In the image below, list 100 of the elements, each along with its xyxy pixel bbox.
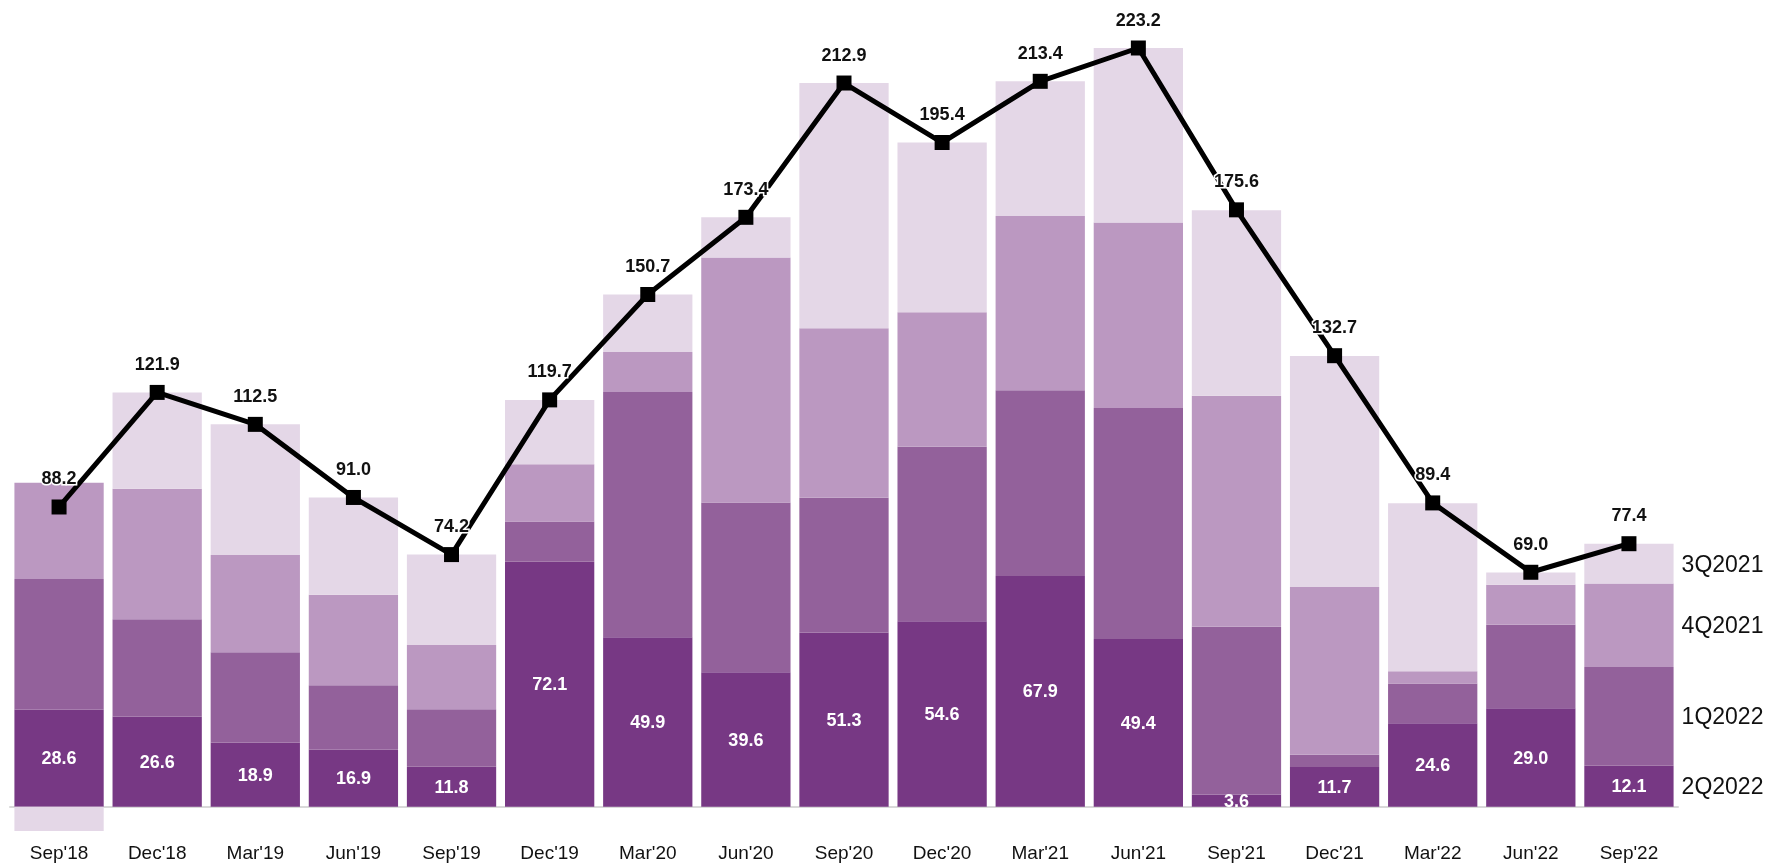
data-label: 67.9 bbox=[1022, 681, 1058, 702]
bar bbox=[1191, 626, 1282, 795]
bar bbox=[1388, 683, 1478, 724]
x-tick-label: Jun'19 bbox=[325, 842, 382, 863]
bar bbox=[701, 672, 791, 807]
data-label: 24.6 bbox=[1415, 755, 1451, 776]
bar bbox=[701, 502, 791, 673]
x-tick-label: Sep'20 bbox=[814, 842, 874, 863]
point bbox=[1425, 495, 1441, 511]
data-label: 28.6 bbox=[41, 748, 77, 769]
bar bbox=[1191, 210, 1282, 396]
series-label: 3Q2021 bbox=[1681, 550, 1764, 577]
bar bbox=[406, 554, 497, 646]
bar bbox=[308, 685, 399, 750]
data-label: 77.4 bbox=[1611, 505, 1647, 526]
point bbox=[1228, 202, 1244, 218]
x-tick-label: Sep'19 bbox=[422, 842, 481, 863]
bar bbox=[799, 632, 889, 807]
bar bbox=[1584, 765, 1674, 807]
data-label: 150.7 bbox=[625, 255, 671, 276]
bar bbox=[112, 392, 202, 489]
x-tick-label: Sep'18 bbox=[29, 842, 89, 863]
bar bbox=[505, 561, 595, 807]
data-label: 39.6 bbox=[728, 729, 764, 750]
bar bbox=[210, 652, 300, 743]
x-tick-label: Jun'20 bbox=[718, 842, 774, 863]
data-label: 89.4 bbox=[1415, 464, 1451, 485]
bar bbox=[1486, 584, 1576, 625]
data-label: 54.6 bbox=[924, 704, 960, 725]
bar bbox=[799, 328, 889, 498]
bar bbox=[505, 399, 595, 465]
bar bbox=[1486, 708, 1576, 807]
bar bbox=[897, 446, 987, 622]
bar bbox=[112, 619, 202, 717]
x-tick-label: Mar'22 bbox=[1403, 842, 1462, 863]
bar bbox=[308, 497, 399, 595]
point bbox=[934, 135, 950, 151]
point bbox=[1523, 564, 1539, 580]
bar bbox=[210, 554, 300, 653]
bar bbox=[897, 312, 987, 447]
bar bbox=[1093, 48, 1183, 223]
point bbox=[345, 489, 361, 505]
x-tick-label: Jun'22 bbox=[1503, 842, 1559, 863]
bar bbox=[897, 142, 987, 313]
data-label: 72.1 bbox=[532, 674, 568, 695]
bar bbox=[1388, 723, 1478, 807]
point bbox=[1327, 348, 1343, 364]
series-label: 1Q2022 bbox=[1681, 703, 1764, 730]
bar bbox=[603, 392, 693, 638]
data-label: 49.9 bbox=[630, 712, 666, 733]
data-label: 12.1 bbox=[1611, 776, 1647, 797]
bar bbox=[1486, 624, 1576, 709]
bar bbox=[995, 215, 1085, 391]
x-tick-label: Mar'21 bbox=[1011, 842, 1069, 863]
bar bbox=[308, 594, 399, 686]
bar bbox=[1388, 503, 1478, 672]
bar bbox=[995, 390, 1085, 577]
data-label: 11.7 bbox=[1317, 776, 1352, 797]
data-label: 51.3 bbox=[826, 709, 862, 730]
bar bbox=[799, 497, 889, 633]
bar bbox=[1289, 754, 1380, 768]
bar bbox=[1584, 667, 1674, 766]
bar bbox=[1289, 767, 1380, 807]
bar bbox=[995, 81, 1085, 216]
data-label: 121.9 bbox=[134, 353, 180, 374]
bar bbox=[14, 579, 104, 710]
point bbox=[836, 75, 852, 91]
data-label: 49.4 bbox=[1120, 712, 1156, 733]
bar bbox=[603, 294, 693, 352]
data-label: 3.6 bbox=[1223, 790, 1249, 811]
data-label: 16.9 bbox=[335, 768, 371, 789]
point bbox=[247, 416, 263, 432]
data-label: 69.0 bbox=[1513, 533, 1549, 554]
data-label: 91.0 bbox=[335, 458, 371, 479]
bar bbox=[308, 749, 399, 807]
bar bbox=[505, 521, 595, 562]
x-tick-label: Mar'19 bbox=[226, 842, 285, 863]
point bbox=[542, 392, 558, 408]
x-tick-label: Sep'22 bbox=[1599, 842, 1659, 863]
data-label: 26.6 bbox=[139, 751, 175, 772]
bar bbox=[1388, 671, 1478, 684]
bar bbox=[1584, 543, 1674, 584]
bar bbox=[701, 217, 791, 258]
data-label: 11.8 bbox=[434, 776, 469, 797]
x-tick-label: Dec'19 bbox=[520, 842, 579, 863]
bar bbox=[406, 766, 497, 807]
x-tick-label: Dec'18 bbox=[127, 842, 187, 863]
bar bbox=[406, 645, 497, 710]
data-label: 74.2 bbox=[434, 516, 470, 537]
x-tick-label: Jun'21 bbox=[1110, 842, 1167, 863]
bar bbox=[1093, 408, 1183, 639]
point bbox=[1621, 536, 1637, 552]
data-label: 223.2 bbox=[1115, 9, 1161, 30]
data-label: 195.4 bbox=[919, 104, 965, 125]
point bbox=[640, 286, 656, 302]
bar bbox=[897, 621, 987, 807]
x-tick-label: Dec'20 bbox=[912, 842, 972, 863]
data-label: 112.5 bbox=[233, 385, 278, 406]
x-tick-label: Mar'20 bbox=[619, 842, 677, 863]
bar bbox=[210, 424, 300, 555]
